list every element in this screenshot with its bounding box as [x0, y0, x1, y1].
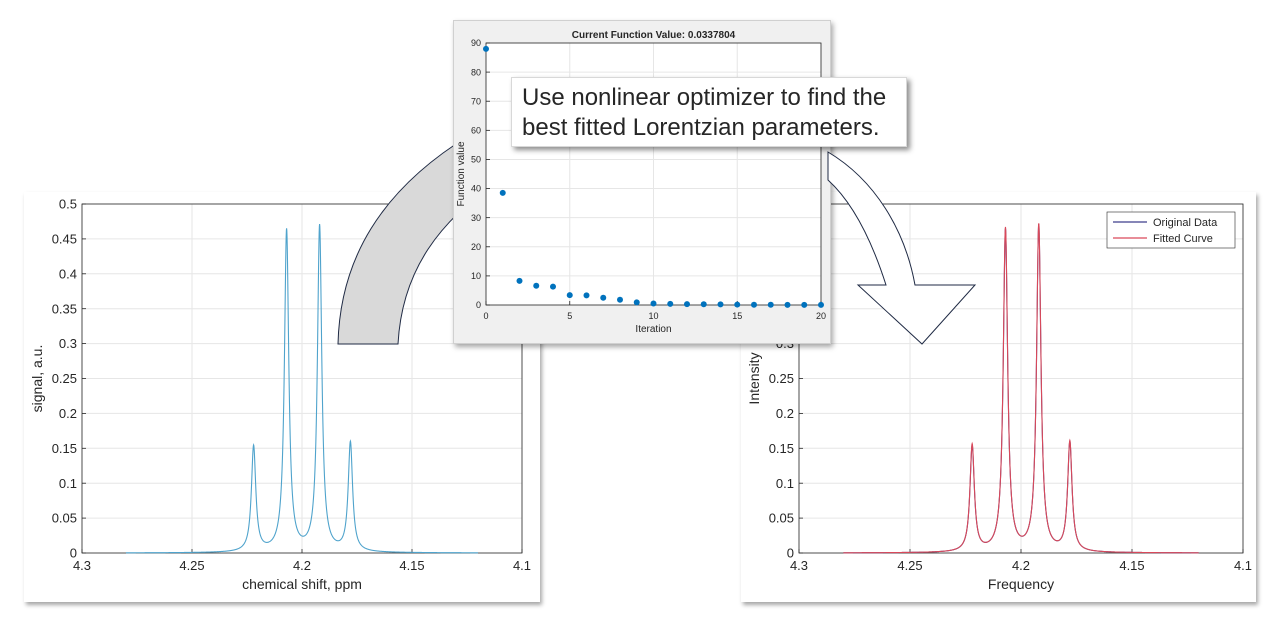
y-tick-label: 40 — [471, 184, 481, 194]
y-tick-label: 60 — [471, 125, 481, 135]
data-point — [499, 189, 506, 196]
callout-box: Use nonlinear optimizer to find the best… — [511, 77, 907, 147]
data-point — [684, 301, 690, 308]
data-point — [600, 294, 607, 301]
y-tick-label: 0.45 — [52, 231, 77, 246]
y-tick-label: 50 — [471, 155, 481, 165]
x-tick-label: 4.1 — [1234, 558, 1252, 573]
callout-line-2: best fitted Lorentzian parameters. — [522, 114, 880, 141]
data-point — [533, 282, 540, 289]
legend-box — [1106, 211, 1236, 249]
y-tick-label: 90 — [471, 38, 481, 48]
data-point — [818, 301, 824, 308]
x-tick-label: 5 — [567, 311, 572, 321]
y-tick-label: 0.15 — [769, 441, 794, 456]
x-tick-label: 20 — [816, 311, 826, 321]
y-tick-label: 0.15 — [52, 441, 77, 456]
data-point — [650, 300, 657, 307]
y-tick-label: 0.4 — [59, 266, 77, 281]
data-point — [700, 301, 707, 308]
legend: Original Data Fitted Curve — [1106, 211, 1236, 249]
y-tick-label: 0 — [476, 300, 481, 310]
y-tick-label: 0.05 — [52, 511, 77, 526]
y-tick-label: 0.25 — [52, 371, 77, 386]
x-axis-label: Frequency — [988, 576, 1054, 592]
y-tick-label: 0.2 — [59, 406, 77, 421]
y-tick-label: 0 — [787, 546, 794, 561]
fit-chart: 4.34.254.24.154.100.050.10.150.20.250.30… — [746, 197, 1252, 592]
x-tick-label: 4.2 — [293, 558, 311, 573]
y-tick-label: 0.1 — [776, 476, 794, 491]
data-point — [767, 301, 774, 308]
data-point — [516, 277, 523, 284]
y-tick-label: 10 — [471, 271, 481, 281]
x-tick-label: 4.15 — [1119, 558, 1144, 573]
series-line-spectrum — [126, 223, 478, 554]
data-point — [566, 292, 573, 299]
fit-panel: 4.34.254.24.154.100.050.10.150.20.250.30… — [741, 192, 1256, 602]
x-tick-label: 15 — [732, 311, 742, 321]
data-point — [717, 301, 724, 308]
data-point — [550, 283, 556, 290]
x-tick-label: 4.25 — [897, 558, 922, 573]
y-tick-label: 0.05 — [769, 511, 794, 526]
x-tick-label: 4.3 — [790, 558, 808, 573]
y-axis-label: signal, a.u. — [29, 345, 45, 413]
data-point — [483, 45, 489, 52]
x-axis-label: chemical shift, ppm — [242, 576, 362, 592]
x-tick-label: 4.2 — [1012, 558, 1030, 573]
x-tick-label: 4.25 — [179, 558, 204, 573]
x-axis-label: Iteration — [635, 324, 671, 335]
y-tick-label: 0.5 — [59, 197, 77, 212]
x-tick-label: 0 — [483, 311, 488, 321]
data-point — [734, 301, 741, 308]
x-tick-label: 4.3 — [73, 558, 91, 573]
x-tick-label: 4.15 — [399, 558, 424, 573]
data-point — [784, 301, 791, 308]
legend-entry: Original Data — [1153, 217, 1218, 229]
callout-line-1: Use nonlinear optimizer to find the — [522, 84, 887, 111]
data-point — [617, 296, 623, 303]
x-tick-label: 10 — [648, 311, 658, 321]
y-tick-label: 20 — [471, 242, 481, 252]
y-axis-label: Function value — [456, 141, 467, 206]
data-point — [751, 301, 757, 308]
x-tick-label: 4.1 — [513, 558, 531, 573]
y-tick-label: 0.25 — [769, 371, 794, 386]
spectrum-chart: 4.3 4.25 4.2 4.15 4.1 0 0.05 0.1 0.15 0.2 0.25 0.3 0… — [29, 197, 531, 592]
y-tick-label: 0.1 — [59, 476, 77, 491]
y-tick-label: 0 — [70, 546, 77, 561]
y-axis-label: Intensity — [746, 352, 762, 404]
data-point — [633, 299, 640, 306]
series-line-fitted-curve — [843, 223, 1199, 554]
optimizer-panel: 0 5 10 15 20 0 10 20 30 40 50 60 70 80 90 Iteration Func… — [453, 20, 831, 344]
y-tick-label: 0.2 — [776, 406, 794, 421]
chart-title: Current Function Value: 0.0337804 — [572, 30, 736, 41]
legend-entry: Fitted Curve — [1153, 233, 1213, 245]
data-point — [583, 292, 590, 299]
y-tick-label: 0.3 — [59, 336, 77, 351]
y-tick-label: 30 — [471, 213, 481, 223]
y-tick-label: 0.35 — [52, 301, 77, 316]
data-point — [667, 300, 674, 307]
y-tick-label: 70 — [471, 96, 481, 106]
data-point — [801, 301, 808, 308]
y-tick-label: 80 — [471, 67, 481, 77]
